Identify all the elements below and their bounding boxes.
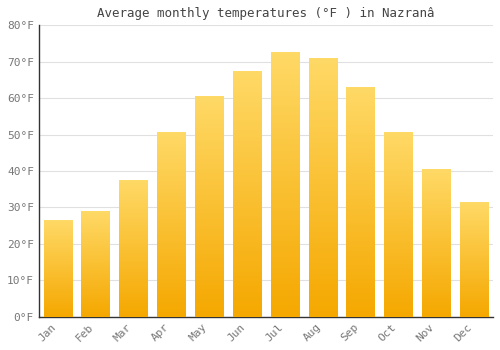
Title: Average monthly temperatures (°F ) in Nazranâ: Average monthly temperatures (°F ) in Na… bbox=[97, 7, 434, 20]
Bar bbox=[384, 133, 412, 317]
Bar bbox=[422, 169, 450, 317]
Bar bbox=[157, 133, 186, 317]
Bar bbox=[308, 58, 337, 317]
Bar bbox=[460, 202, 488, 317]
Bar bbox=[119, 180, 148, 317]
Bar bbox=[270, 52, 299, 317]
Bar bbox=[195, 96, 224, 317]
Bar bbox=[82, 211, 110, 317]
Bar bbox=[44, 220, 72, 317]
Bar bbox=[233, 71, 261, 317]
Bar bbox=[346, 87, 375, 317]
